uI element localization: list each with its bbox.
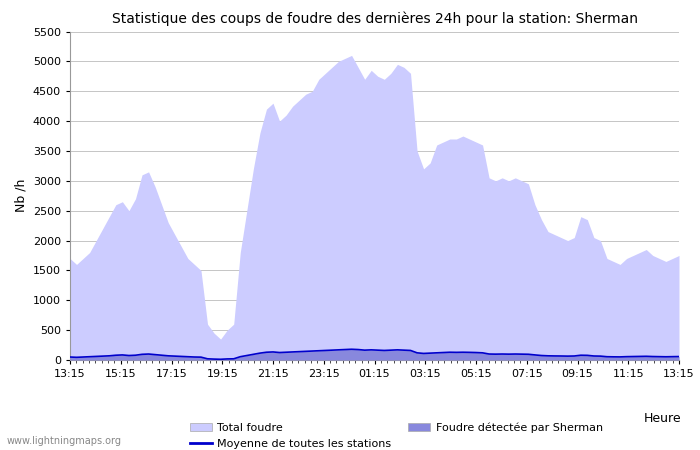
Legend: Total foudre, Moyenne de toutes les stations, Foudre détectée par Sherman: Total foudre, Moyenne de toutes les stat… bbox=[186, 418, 608, 450]
Title: Statistique des coups de foudre des dernières 24h pour la station: Sherman: Statistique des coups de foudre des dern… bbox=[111, 12, 638, 26]
Y-axis label: Nb /h: Nb /h bbox=[14, 179, 27, 212]
Text: Heure: Heure bbox=[644, 412, 682, 425]
Text: www.lightningmaps.org: www.lightningmaps.org bbox=[7, 436, 122, 446]
